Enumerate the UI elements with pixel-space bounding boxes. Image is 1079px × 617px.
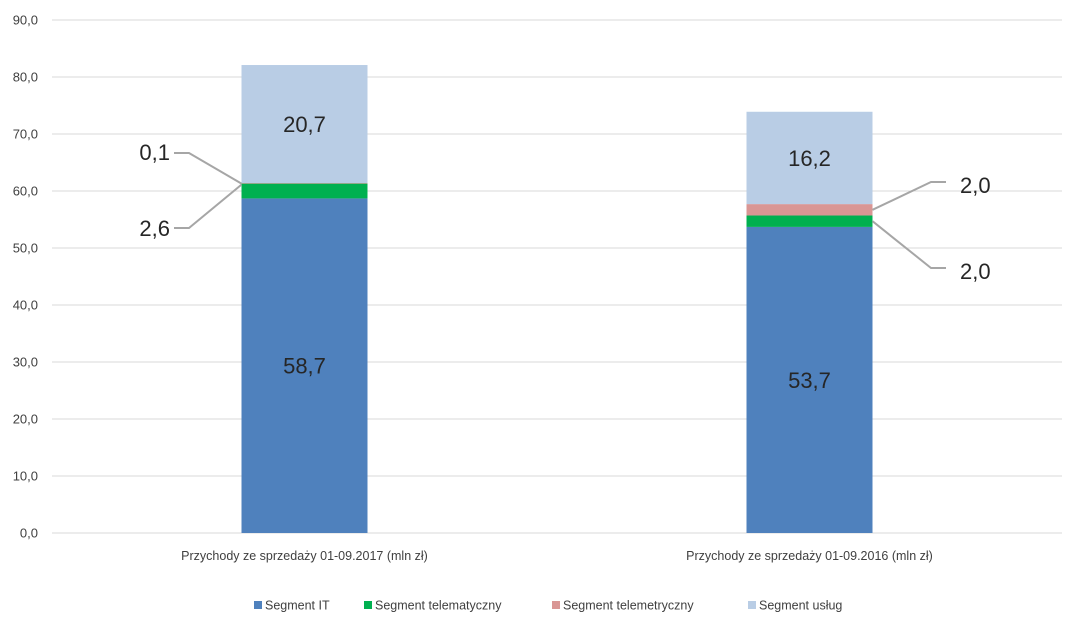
bar-segment: [746, 204, 873, 216]
leader-line: [871, 220, 946, 269]
x-category-label: Przychody ze sprzedaży 01-09.2017 (mln z…: [181, 549, 428, 563]
bar-segment: [241, 198, 368, 533]
bar-segment: [746, 226, 873, 533]
y-tick-label: 80,0: [13, 70, 38, 85]
y-tick-label: 20,0: [13, 412, 38, 427]
y-axis-ticks: 0,0 10,0 20,0 30,0 40,0 50,0 60,0 70,0 80,0 90,0: [13, 13, 38, 541]
legend-swatch: [552, 601, 560, 609]
bar-segment: [746, 111, 873, 205]
legend-swatch: [748, 601, 756, 609]
leader-line: [174, 183, 243, 229]
legend-label: Segment usług: [759, 599, 842, 613]
leader-line: [872, 181, 946, 211]
y-tick-label: 40,0: [13, 298, 38, 313]
y-tick-label: 90,0: [13, 13, 38, 28]
data-label: 20,7: [283, 112, 326, 137]
data-label: 16,2: [788, 146, 831, 171]
bars: [241, 65, 873, 533]
bar-segment: [746, 215, 873, 227]
data-label: 0,1: [139, 140, 170, 165]
legend-swatch: [254, 601, 262, 609]
x-category-label: Przychody ze sprzedaży 01-09.2016 (mln z…: [686, 549, 933, 563]
data-label: 2,6: [139, 216, 170, 241]
legend-label: Segment IT: [265, 599, 330, 613]
y-tick-label: 60,0: [13, 184, 38, 199]
x-axis-categories: Przychody ze sprzedaży 01-09.2017 (mln z…: [181, 549, 933, 563]
bar-segment: [241, 183, 368, 184]
legend: Segment IT Segment telematyczny Segment te…: [254, 599, 842, 613]
bar-segment: [241, 183, 368, 199]
data-label: 58,7: [283, 354, 326, 379]
legend-label: Segment telematyczny: [375, 599, 502, 613]
y-tick-label: 50,0: [13, 241, 38, 256]
data-labels: 58,7 53,7 20,7 16,2 0,1 2,6 2,0 2,0: [139, 112, 990, 393]
data-label: 53,7: [788, 368, 831, 393]
y-tick-label: 30,0: [13, 355, 38, 370]
leader-line: [174, 152, 243, 185]
gridlines: [52, 19, 1062, 534]
bar-segment: [241, 65, 368, 184]
data-label: 2,0: [960, 173, 991, 198]
y-tick-label: 10,0: [13, 469, 38, 484]
data-label: 2,0: [960, 259, 991, 284]
legend-label: Segment telemetryczny: [563, 599, 694, 613]
data-label-leaders: [174, 152, 946, 269]
y-tick-label: 70,0: [13, 127, 38, 142]
legend-swatch: [364, 601, 372, 609]
y-tick-label: 0,0: [20, 526, 38, 541]
